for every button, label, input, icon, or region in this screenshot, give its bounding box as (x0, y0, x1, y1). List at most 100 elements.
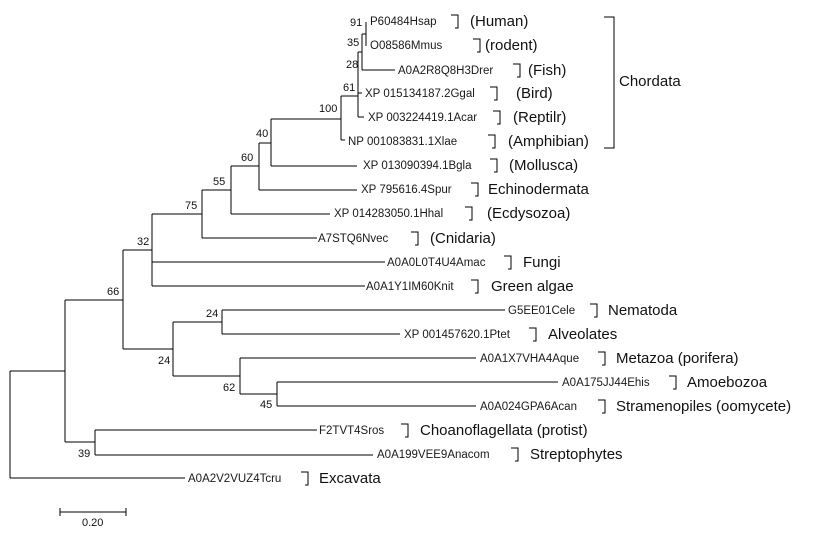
bootstrap-value: 40 (256, 128, 268, 140)
taxon-group: (Fish) (528, 62, 566, 79)
taxon-group: (Bird) (516, 85, 553, 102)
taxon-group: Nematoda (608, 302, 678, 319)
tip: A0A175JJ44Ehis Amoebozoa (562, 374, 768, 391)
taxon-id: A0A199VEE9Anacom (377, 449, 490, 461)
tree-branches (9, 22, 558, 479)
taxon-id: G5EE01Cele (508, 305, 575, 317)
tip: A0A1Y1IM60Knit Green algae (366, 278, 574, 295)
taxon-id: XP 015134187.2Ggal (365, 88, 475, 100)
tip: P60484Hsap (Human) (370, 13, 528, 30)
taxon-group: Amoebozoa (687, 374, 768, 391)
tip: A0A024GPA6Acan Stramenopiles (oomycete) (480, 398, 791, 415)
taxon-id: A0A024GPA6Acan (480, 401, 577, 413)
scale-bar-line (59, 508, 127, 516)
taxon-group: Excavata (319, 470, 381, 487)
bracket-icon (411, 231, 419, 246)
tip: XP 003224419.1Acar (Reptilr) (368, 109, 566, 126)
bracket-icon (490, 158, 498, 173)
tip: A0A2R8Q8H3Drer (Fish) (398, 62, 566, 79)
taxon-id: XP 003224419.1Acar (368, 112, 477, 124)
tip: NP 001083831.1Xlae (Amphibian) (348, 133, 589, 150)
bootstrap-value: 91 (350, 17, 362, 29)
taxon-group: (Ecdysozoa) (487, 205, 570, 222)
taxon-group: (rodent) (485, 37, 538, 54)
tip: A7STQ6Nvec (Cnidaria) (318, 230, 496, 247)
bracket-icon (488, 134, 496, 149)
bootstrap-value: 28 (346, 59, 358, 71)
tip: XP 795616.4Spur Echinodermata (361, 181, 590, 198)
bootstrap-value: 39 (78, 448, 90, 460)
bracket-icon (511, 447, 519, 462)
bracket-icon (401, 423, 409, 438)
taxon-group: (Mollusca) (509, 157, 578, 174)
bracket-icon (451, 14, 459, 29)
bootstrap-value: 62 (223, 382, 235, 394)
taxon-group: Streptophytes (530, 446, 623, 463)
tip: A0A2V2VUZ4Tcru Excavata (188, 470, 381, 487)
tip: A0A1X7VHA4Aque Metazoa (porifera) (480, 350, 739, 367)
bracket-icon (473, 38, 481, 53)
taxon-id: XP 001457620.1Ptet (404, 329, 511, 341)
taxon-group: Green algae (491, 278, 574, 295)
taxon-id: XP 014283050.1Hhal (334, 208, 443, 220)
bootstrap-value: 24 (158, 355, 170, 367)
bootstrap-value: 55 (213, 176, 225, 188)
taxon-id: NP 001083831.1Xlae (348, 136, 457, 148)
taxon-group: Echinodermata (488, 181, 590, 198)
taxon-id: XP 013090394.1Bgla (363, 160, 472, 172)
bootstrap-value: 24 (206, 308, 218, 320)
taxon-id: A0A1X7VHA4Aque (480, 353, 579, 365)
tip: G5EE01Cele Nematoda (508, 302, 678, 319)
taxon-id: P60484Hsap (370, 16, 437, 28)
tip: A0A199VEE9Anacom Streptophytes (377, 446, 623, 463)
taxon-group: Choanoflagellata (protist) (420, 422, 588, 439)
taxon-group: Metazoa (porifera) (616, 350, 739, 367)
tip: O08586Mmus (rodent) (370, 37, 538, 54)
bracket-icon (669, 375, 677, 390)
bootstrap-value: 35 (347, 37, 359, 49)
taxon-id: O08586Mmus (370, 40, 442, 52)
tip: XP 014283050.1Hhal (Ecdysozoa) (334, 205, 570, 222)
bracket-icon (504, 255, 512, 270)
taxon-group: Fungi (523, 254, 561, 271)
bracket-icon (598, 351, 606, 366)
bracket-icon (590, 303, 598, 318)
tip: XP 015134187.2Ggal (Bird) (365, 85, 553, 102)
tip-labels: P60484Hsap (Human) O08586Mmus (rodent) A0A2R… (188, 13, 791, 487)
taxon-id: A0A2V2VUZ4Tcru (188, 473, 281, 485)
taxon-id: XP 795616.4Spur (361, 184, 452, 196)
taxon-group: (Human) (470, 13, 528, 30)
taxon-id: A0A175JJ44Ehis (562, 377, 650, 389)
tip: XP 001457620.1Ptet Alveolates (404, 326, 617, 343)
bootstrap-value: 66 (107, 286, 119, 298)
bracket-icon (301, 471, 309, 486)
bracket-icon (471, 279, 479, 294)
taxon-group: Alveolates (548, 326, 617, 343)
bracket-icon (529, 327, 537, 342)
bootstrap-value: 75 (185, 200, 197, 212)
bootstrap-value: 45 (260, 399, 272, 411)
taxon-group: (Amphibian) (508, 133, 589, 150)
bootstrap-value: 32 (137, 236, 149, 248)
bracket-icon (471, 182, 479, 197)
tip: XP 013090394.1Bgla (Mollusca) (363, 157, 578, 174)
taxon-id: A0A1Y1IM60Knit (366, 281, 454, 293)
bracket-icon (490, 86, 498, 101)
bootstrap-value: 60 (241, 152, 253, 164)
clade-bracket (604, 16, 615, 149)
taxon-group: (Cnidaria) (430, 230, 496, 247)
bracket-icon (493, 110, 501, 125)
bracket-icon (598, 399, 606, 414)
scale-bar-label: 0.20 (82, 517, 103, 529)
bracket-icon (465, 206, 473, 221)
bootstrap-value: 100 (319, 103, 337, 115)
bracket-icon (513, 63, 521, 78)
tip: F2TVT4Sros Choanoflagellata (protist) (319, 422, 588, 439)
taxon-id: A0A0L0T4U4Amac (387, 257, 486, 269)
bootstrap-value: 61 (343, 82, 355, 94)
taxon-id: F2TVT4Sros (319, 425, 384, 437)
taxon-group: Stramenopiles (oomycete) (616, 398, 791, 415)
